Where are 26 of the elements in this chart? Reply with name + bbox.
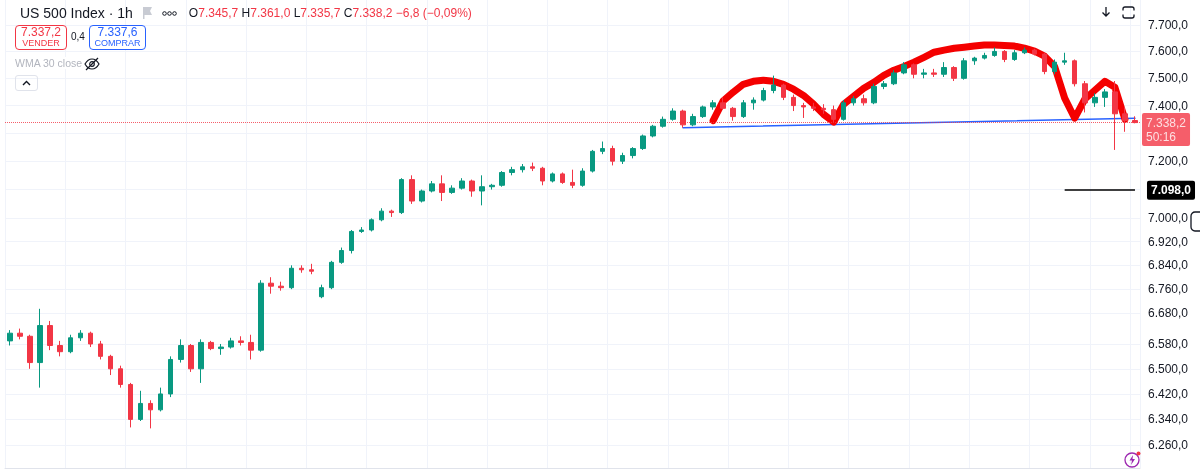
y-tick-label: 6.340,0 (1148, 412, 1189, 427)
text: 50:16 (1146, 129, 1177, 144)
y-tick-label: 6.680,0 (1148, 306, 1189, 321)
y-tick-label: 7.500,0 (1148, 71, 1189, 86)
y-tick-label: 6.500,0 (1148, 361, 1189, 376)
y-tick-label: 7.400,0 (1148, 98, 1189, 113)
annotation: 7.337,2 (20, 24, 62, 39)
annotation: 0,4 (71, 31, 85, 42)
annotation: VENDER (22, 37, 60, 49)
chart-title: US 500 Index · 1h (20, 5, 133, 21)
y-tick-label: 6.840,0 (1148, 258, 1189, 273)
y-tick-label: 6.760,0 (1148, 282, 1189, 297)
y-tick-label: 7.600,0 (1148, 44, 1189, 59)
annotation: 7.337,6 (97, 24, 138, 39)
y-tick-label: 7.200,0 (1148, 154, 1189, 169)
ref-line-label: 7.338,2 (1146, 115, 1187, 130)
annotation: COMPRAR (94, 37, 141, 49)
annotation: WMA 30 close (15, 57, 83, 69)
y-tick-label: 7.000,0 (1148, 211, 1189, 226)
text: O7.345,7 H7.361,0 L7.335,7 C7.338,2 −6,8 (−0,09%) (188, 6, 472, 20)
y-tick-label: 6.580,0 (1148, 336, 1189, 351)
y-tick-label: 7.700,0 (1148, 17, 1189, 32)
y-tick-label: 6.420,0 (1148, 386, 1189, 401)
y-tick-label: 6.920,0 (1148, 234, 1189, 249)
y-tick-label: 6.260,0 (1148, 438, 1189, 453)
ref-line-label: 7.098,0 (1150, 183, 1192, 198)
